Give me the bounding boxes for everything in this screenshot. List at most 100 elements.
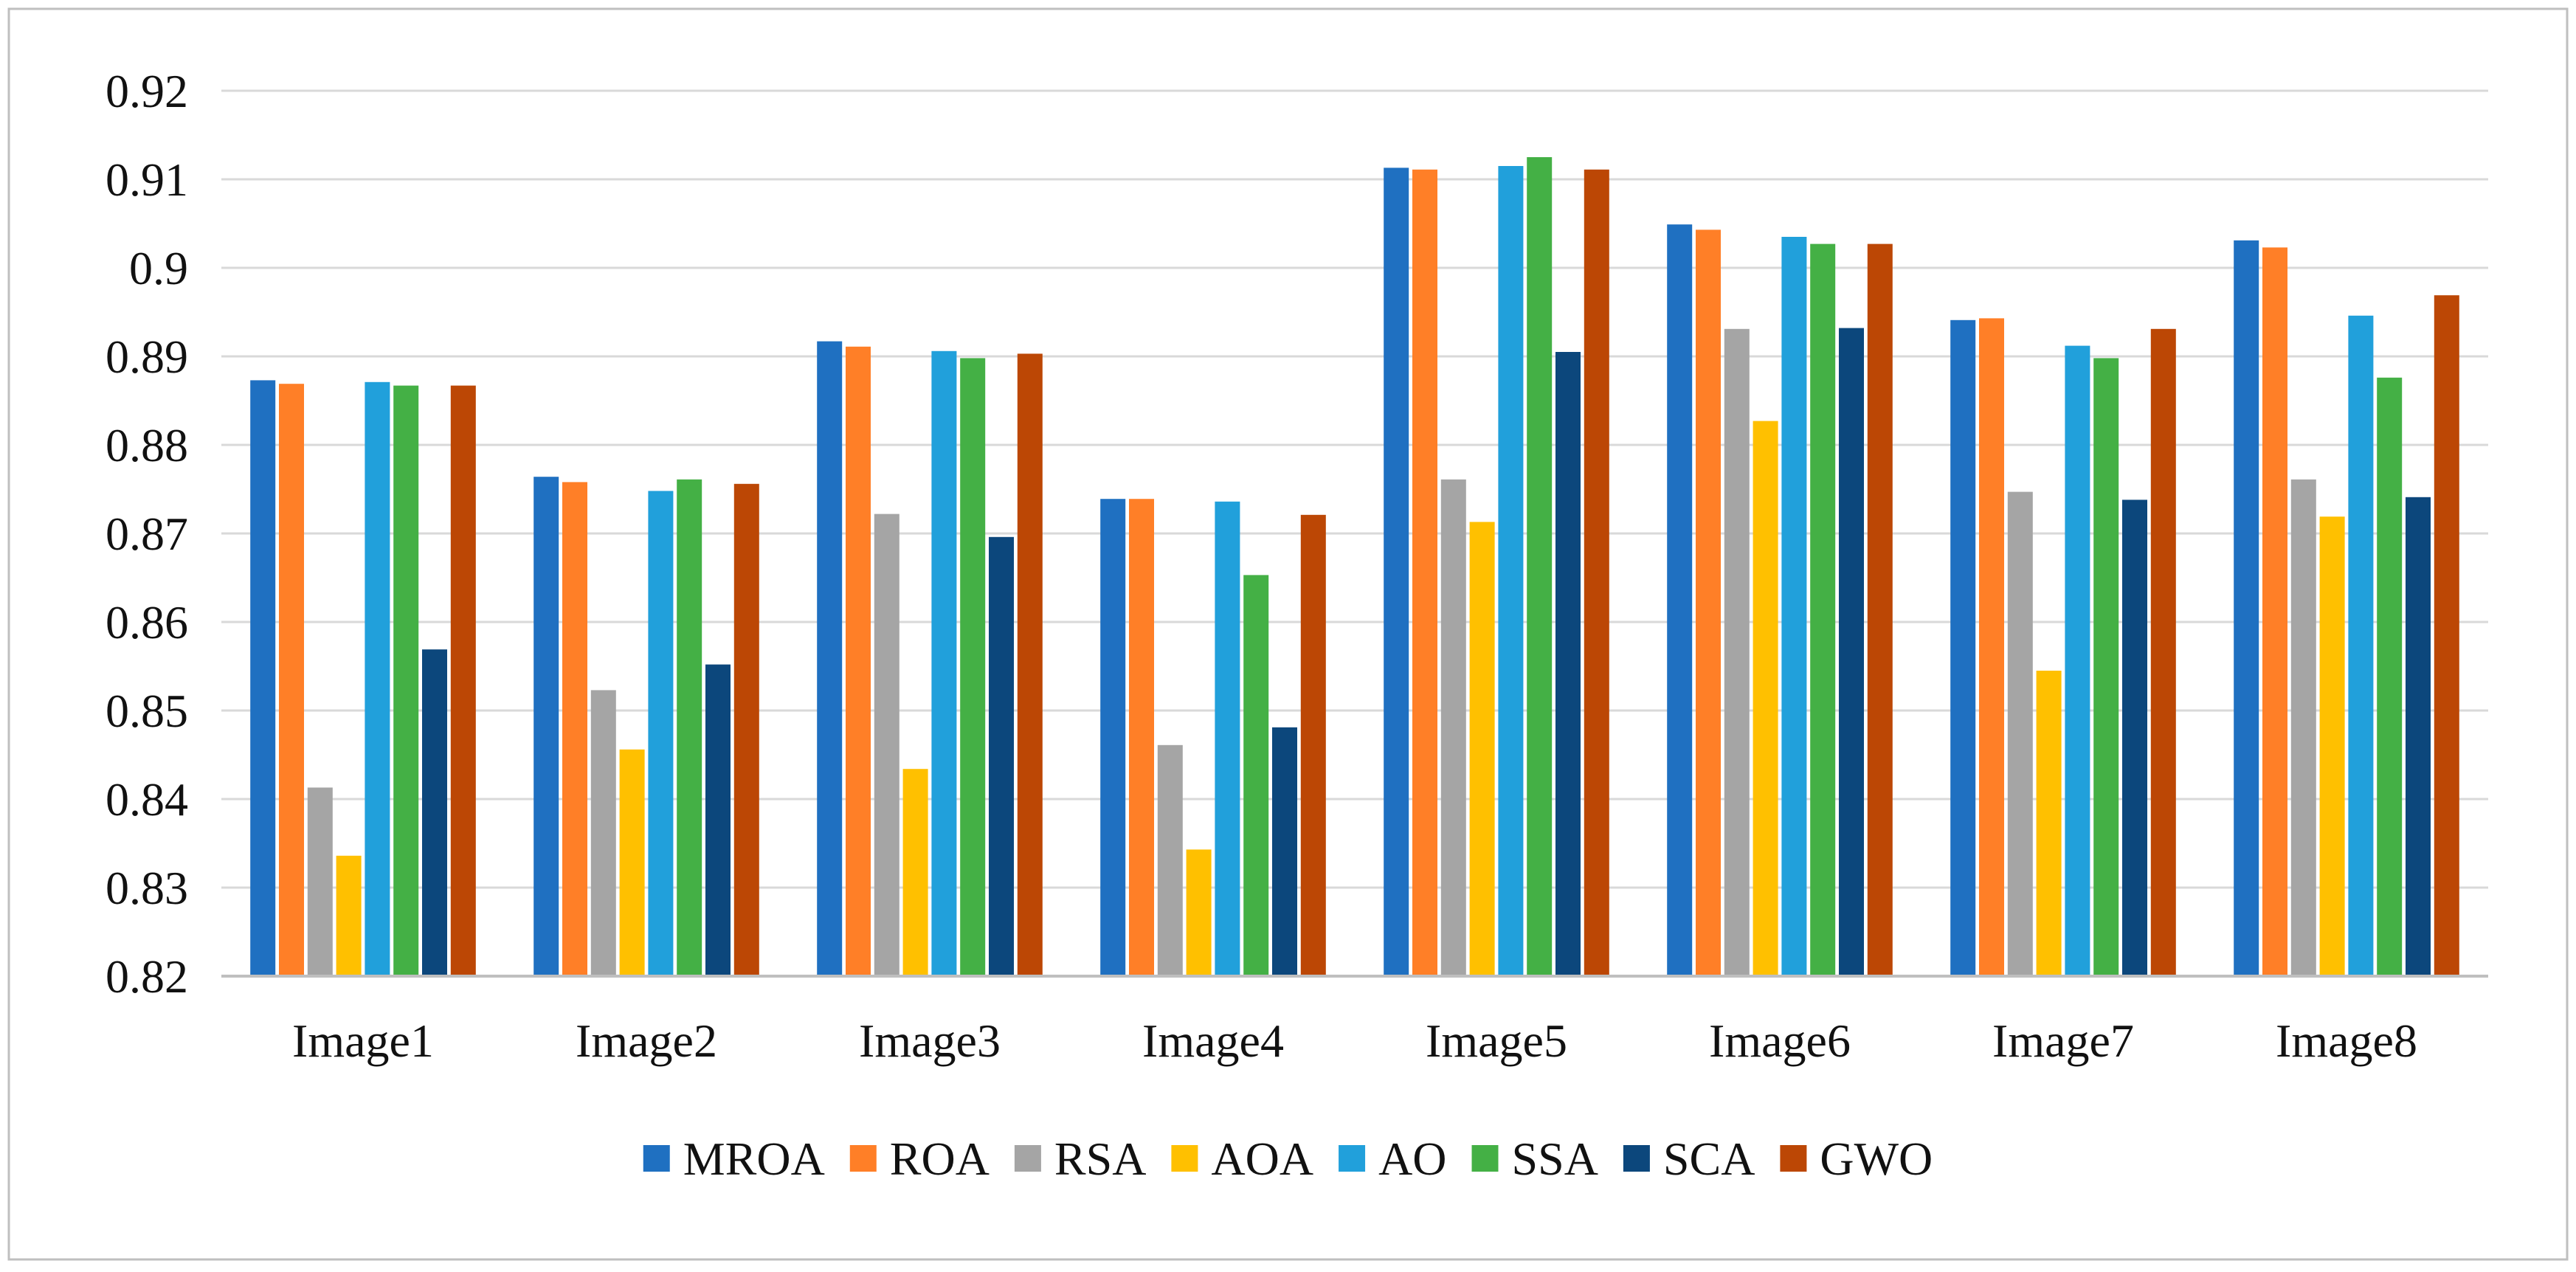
bar-rsa-image7 xyxy=(2007,491,2033,976)
legend-label: MROA xyxy=(683,1133,825,1185)
legend-label: AO xyxy=(1378,1133,1446,1185)
bar-gwo-image1 xyxy=(450,385,476,976)
legend-swatch xyxy=(1623,1145,1650,1172)
bar-gwo-image6 xyxy=(1867,243,1893,977)
bar-sca-image6 xyxy=(1839,328,1864,977)
y-tick-label: 0.85 xyxy=(106,685,188,737)
bar-ao-image4 xyxy=(1215,501,1240,976)
bar-sca-image4 xyxy=(1272,727,1297,976)
chart-border xyxy=(7,7,2569,1261)
bar-mroa-image6 xyxy=(1667,224,1693,976)
legend-item-sca: SCA xyxy=(1623,1133,1755,1185)
bar-ao-image3 xyxy=(931,350,957,976)
bar-ao-image5 xyxy=(1498,166,1524,976)
y-tick-label: 0.87 xyxy=(106,508,188,560)
legend-item-gwo: GWO xyxy=(1780,1133,1933,1185)
bar-sca-image7 xyxy=(2122,500,2147,976)
bar-ao-image6 xyxy=(1781,237,1807,976)
bar-roa-image5 xyxy=(1412,169,1437,976)
y-tick-label: 0.89 xyxy=(106,331,188,383)
bar-rsa-image6 xyxy=(1724,328,1750,976)
legend-swatch xyxy=(643,1145,670,1172)
bar-sca-image1 xyxy=(422,649,447,976)
x-tick-label: Image5 xyxy=(1426,1015,1567,1067)
x-tick-label: Image8 xyxy=(2276,1015,2417,1067)
y-tick-label: 0.9 xyxy=(129,242,188,294)
y-tick-label: 0.92 xyxy=(106,65,188,117)
legend: MROA ROA RSA AOA AO SSA SCA GWO xyxy=(643,1133,1933,1185)
bar-mroa-image5 xyxy=(1384,167,1409,976)
bar-rsa-image4 xyxy=(1157,744,1183,976)
bar-rsa-image8 xyxy=(2290,479,2316,976)
y-axis-ticks: 0.82 0.83 0.84 0.85 0.86 0.87 0.88 0.89 0.9 0.91 0… xyxy=(106,65,188,1003)
x-tick-label: Image2 xyxy=(576,1015,717,1067)
bar-aoa-image1 xyxy=(336,855,362,976)
bar-gwo-image3 xyxy=(1017,353,1043,976)
bar-ao-image7 xyxy=(2065,345,2090,977)
legend-label: AOA xyxy=(1211,1133,1313,1185)
bar-ao-image8 xyxy=(2348,315,2374,976)
bar-roa-image1 xyxy=(279,384,304,976)
bar-ssa-image6 xyxy=(1810,243,1836,977)
bar-ssa-image7 xyxy=(2093,358,2119,976)
legend-swatch xyxy=(849,1145,877,1172)
bar-aoa-image3 xyxy=(902,769,928,976)
bar-gwo-image7 xyxy=(2150,328,2176,976)
bar-sca-image5 xyxy=(1555,352,1581,976)
legend-item-rsa: RSA xyxy=(1014,1133,1146,1185)
legend-item-aoa: AOA xyxy=(1171,1133,1313,1185)
x-tick-label: Image3 xyxy=(859,1015,1001,1067)
bar-ssa-image2 xyxy=(677,479,702,976)
x-axis-ticks: Image1 Image2 Image3 Image4 Image5 Image6 Imag… xyxy=(292,1015,2417,1067)
bar-aoa-image5 xyxy=(1469,522,1495,976)
bar-ssa-image8 xyxy=(2377,377,2403,976)
legend-item-ao: AO xyxy=(1339,1133,1447,1185)
legend-swatch xyxy=(1471,1145,1499,1172)
bar-mroa-image3 xyxy=(817,341,843,977)
bar-gwo-image8 xyxy=(2434,295,2459,976)
legend-label: SSA xyxy=(1512,1133,1598,1185)
bar-roa-image4 xyxy=(1129,499,1154,976)
bars xyxy=(250,157,2459,977)
y-tick-label: 0.82 xyxy=(106,950,188,1003)
bar-roa-image8 xyxy=(2262,247,2287,976)
x-tick-label: Image6 xyxy=(1709,1015,1851,1067)
bar-sca-image2 xyxy=(705,664,731,976)
legend-swatch xyxy=(1014,1145,1041,1172)
legend-label: GWO xyxy=(1820,1133,1933,1185)
bar-aoa-image2 xyxy=(619,749,645,976)
bar-roa-image7 xyxy=(1979,318,2004,976)
legend-label: SCA xyxy=(1663,1133,1755,1185)
legend-item-ssa: SSA xyxy=(1471,1133,1598,1185)
y-tick-label: 0.86 xyxy=(106,596,188,649)
y-tick-label: 0.91 xyxy=(106,153,188,206)
bar-gwo-image4 xyxy=(1300,514,1326,976)
bar-aoa-image4 xyxy=(1186,849,1212,976)
bar-aoa-image8 xyxy=(2319,516,2345,976)
bar-gwo-image2 xyxy=(733,483,759,976)
bar-rsa-image1 xyxy=(307,787,333,976)
bar-sca-image3 xyxy=(989,536,1014,976)
x-tick-label: Image1 xyxy=(292,1015,434,1067)
legend-item-mroa: MROA xyxy=(643,1133,825,1185)
bar-mroa-image8 xyxy=(2234,240,2259,976)
bar-mroa-image2 xyxy=(533,477,559,976)
bar-sca-image8 xyxy=(2406,497,2431,976)
bar-ssa-image1 xyxy=(393,385,419,976)
x-tick-label: Image4 xyxy=(1142,1015,1284,1067)
bar-rsa-image2 xyxy=(590,690,616,976)
bar-roa-image6 xyxy=(1696,229,1721,976)
bar-aoa-image6 xyxy=(1753,421,1778,976)
legend-swatch xyxy=(1339,1145,1366,1172)
y-tick-label: 0.83 xyxy=(106,862,188,914)
bar-mroa-image1 xyxy=(250,380,276,976)
y-tick-label: 0.84 xyxy=(106,773,188,826)
bar-rsa-image3 xyxy=(874,514,899,976)
legend-swatch xyxy=(1171,1145,1198,1172)
bar-gwo-image5 xyxy=(1584,169,1609,976)
bar-mroa-image7 xyxy=(1950,319,1976,976)
bar-roa-image2 xyxy=(562,482,587,976)
x-tick-label: Image7 xyxy=(1992,1015,2134,1067)
